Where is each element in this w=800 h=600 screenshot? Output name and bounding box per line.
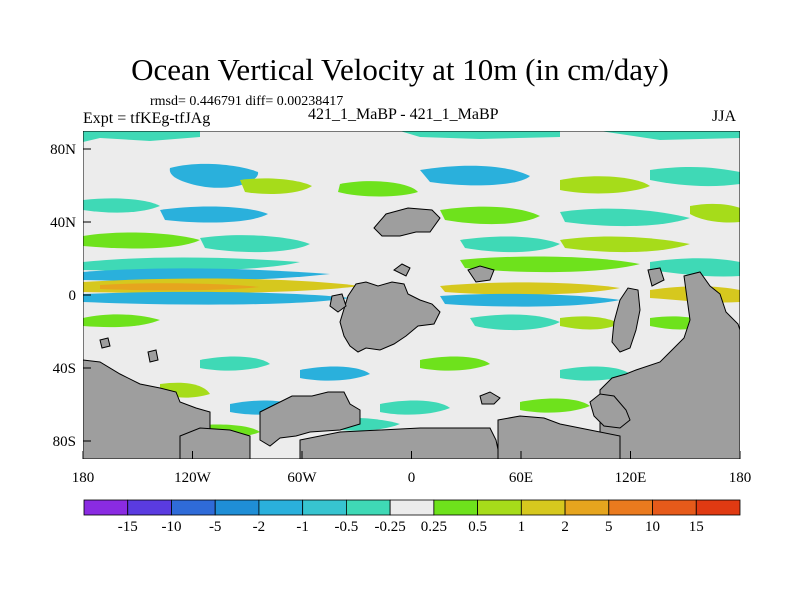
- colorbar: [83, 499, 741, 516]
- colorbar-swatch: [564, 499, 610, 516]
- colorbar-label: -15: [118, 519, 138, 535]
- y-tick-labels: 80N 40N 0 40S 80S: [50, 142, 76, 450]
- colorbar-labels: -15 -10 -5 -2 -1 -0.5 -0.25 0.25 0.5 1 2 5 10 15: [118, 519, 704, 535]
- colorbar-label: 10: [645, 519, 660, 535]
- x-tick-labels: 180 120W 60W 0 60E 120E 180: [72, 470, 752, 486]
- colorbar-swatch: [433, 499, 478, 516]
- landmass-central: [339, 281, 441, 353]
- landmass-south-central: [259, 391, 361, 447]
- y-tick-label: 40N: [50, 215, 76, 231]
- colorbar-swatch: [608, 499, 653, 516]
- landmass-north: [373, 207, 441, 237]
- y-tick-label: 40S: [53, 361, 76, 377]
- landmass-east: [599, 271, 740, 459]
- x-tick-label: 180: [729, 470, 752, 486]
- y-tick-label: 80N: [50, 142, 76, 158]
- colorbar-swatch: [127, 499, 172, 516]
- x-tick-label: 60E: [509, 470, 533, 486]
- colorbar-label: 15: [689, 519, 704, 535]
- experiment-label: Expt = tfKEg-tfJAg: [83, 110, 211, 127]
- colorbar-swatch: [258, 499, 304, 516]
- colorbar-label: 1: [518, 519, 526, 535]
- colorbar-swatch: [214, 499, 260, 516]
- colorbar-swatch: [520, 499, 566, 516]
- colorbar-swatch: [695, 499, 741, 516]
- y-tick-label: 0: [69, 288, 77, 304]
- landmass-southeast: [497, 415, 621, 459]
- chart-title: Ocean Vertical Velocity at 10m (in cm/da…: [131, 52, 669, 87]
- colorbar-label: -0.25: [375, 519, 406, 535]
- colorbar-label: 5: [605, 519, 613, 535]
- x-tick-label: 0: [408, 470, 416, 486]
- colorbar-swatch: [652, 499, 697, 516]
- x-tick-label: 180: [72, 470, 95, 486]
- rmsd-diff-stats: rmsd= 0.446791 diff= 0.00238417: [150, 94, 344, 109]
- land-masses: [83, 207, 740, 459]
- colorbar-swatch: [477, 499, 522, 516]
- colorbar-label: -5: [209, 519, 222, 535]
- colorbar-label: -10: [161, 519, 181, 535]
- colorbar-label: -1: [296, 519, 309, 535]
- landmass-east-island: [611, 287, 641, 353]
- velocity-patches: [83, 131, 740, 441]
- colorbar-label: 0.25: [421, 519, 447, 535]
- y-tick-label: 80S: [53, 434, 76, 450]
- colorbar-label: -2: [253, 519, 266, 535]
- x-tick-label: 60W: [287, 470, 317, 486]
- season-label: JJA: [712, 108, 737, 125]
- colorbar-label: -0.5: [335, 519, 359, 535]
- map-plot-area: [83, 131, 740, 459]
- colorbar-label: 0.5: [468, 519, 487, 535]
- colorbar-swatch: [345, 499, 391, 516]
- x-tick-label: 120W: [174, 470, 212, 486]
- colorbar-swatch: [302, 499, 347, 516]
- x-tick-label: 120E: [615, 470, 647, 486]
- landmass-southwest: [83, 359, 211, 459]
- colorbar-swatch: [83, 499, 129, 516]
- colorbar-swatch: [389, 499, 435, 516]
- run-comparison-label: 421_1_MaBP - 421_1_MaBP: [308, 106, 499, 123]
- colorbar-swatch: [171, 499, 216, 516]
- colorbar-label: 2: [561, 519, 569, 535]
- axis-ticks: [82, 148, 741, 459]
